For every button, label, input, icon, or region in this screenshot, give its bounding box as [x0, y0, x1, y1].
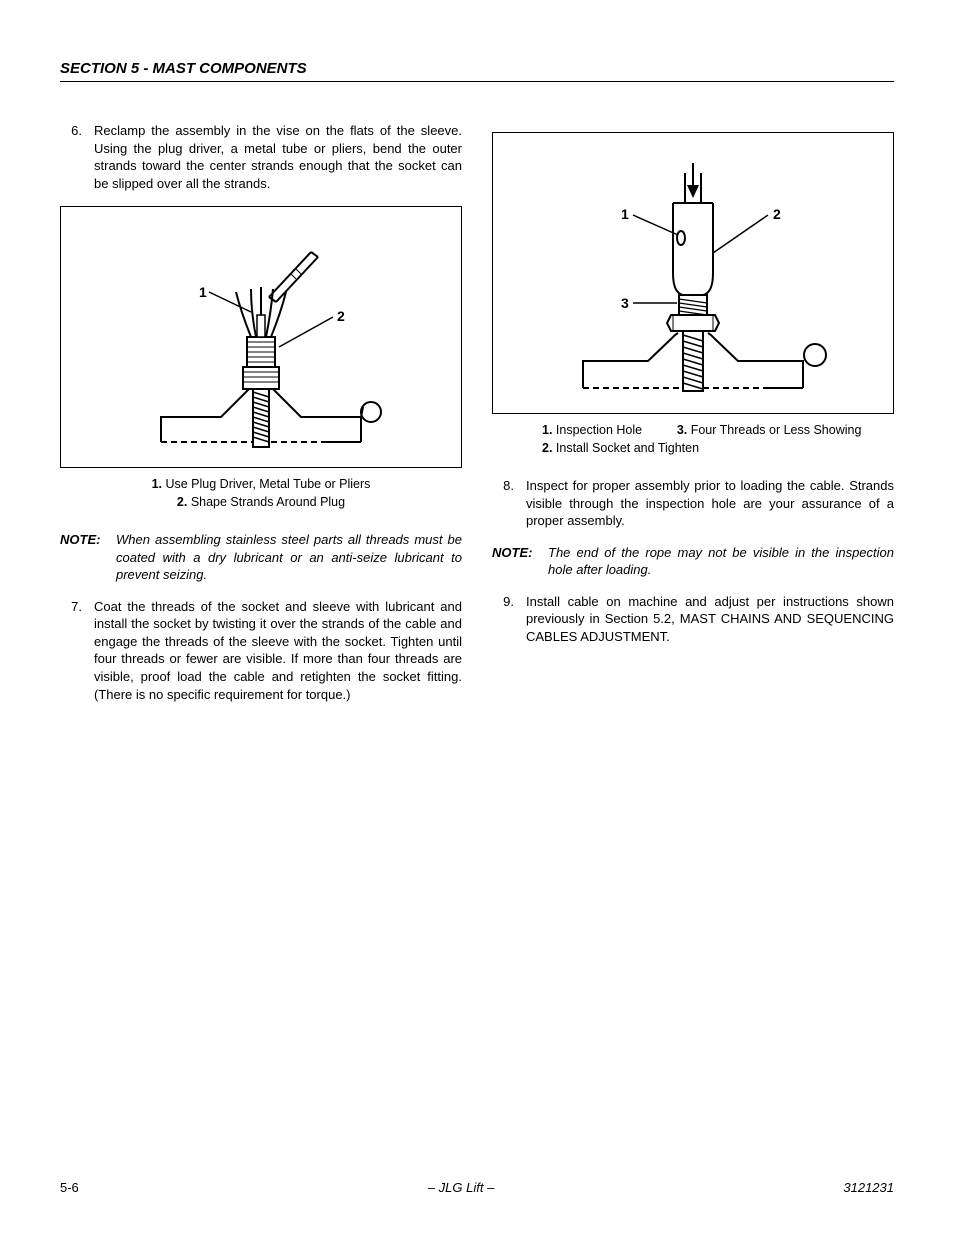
document-number: 3121231 [843, 1180, 894, 1195]
step-number: 7. [60, 598, 94, 703]
section-header: SECTION 5 - MAST COMPONENTS [60, 60, 894, 82]
figure-1-box: 1 2 [60, 206, 462, 468]
step-number: 6. [60, 122, 94, 192]
note-text: When assembling stainless steel parts al… [116, 531, 462, 584]
step-number: 9. [492, 593, 526, 646]
fig1-cap1-num: 1. [152, 477, 162, 491]
step-6: 6. Reclamp the assembly in the vise on t… [60, 122, 462, 192]
figure-2-box: 1 2 3 [492, 132, 894, 414]
page-number: 5-6 [60, 1180, 79, 1195]
figure-1-svg: 1 2 [101, 217, 421, 457]
right-column: 1 2 3 1. Inspection Hole 3. Four Threads… [492, 122, 894, 717]
step-text: Inspect for proper assembly prior to loa… [526, 477, 894, 530]
fig2-label-2: 2 [773, 206, 781, 222]
step-text: Reclamp the assembly in the vise on the … [94, 122, 462, 192]
note-2: NOTE: The end of the rope may not be vis… [492, 544, 894, 579]
step-7: 7. Coat the threads of the socket and sl… [60, 598, 462, 703]
fig1-cap1-text: Use Plug Driver, Metal Tube or Pliers [165, 477, 370, 491]
fig2-l2-t: Install Socket and Tighten [552, 441, 699, 455]
footer-center: – JLG Lift – [428, 1180, 494, 1195]
note-label: NOTE: [60, 531, 116, 584]
fig2-l3-t: Four Threads or Less Showing [687, 423, 861, 437]
fig1-cap2-text: Shape Strands Around Plug [191, 495, 345, 509]
fig2-l1-b: 1. [542, 423, 552, 437]
page-footer: 5-6 – JLG Lift – 3121231 [60, 1180, 894, 1195]
figure-2-svg: 1 2 3 [513, 143, 873, 403]
figure-2-legend: 1. Inspection Hole 3. Four Threads or Le… [492, 422, 894, 457]
fig1-label-2: 2 [337, 308, 345, 324]
step-text: Coat the threads of the socket and sleev… [94, 598, 462, 703]
fig1-cap2-num: 2. [177, 495, 187, 509]
left-column: 6. Reclamp the assembly in the vise on t… [60, 122, 462, 717]
fig1-label-1: 1 [199, 284, 207, 300]
step-text: Install cable on machine and adjust per … [526, 593, 894, 646]
note-label: NOTE: [492, 544, 548, 579]
note-1: NOTE: When assembling stainless steel pa… [60, 531, 462, 584]
fig2-l3-b: 3. [677, 423, 687, 437]
fig2-label-1: 1 [621, 206, 629, 222]
step-8: 8. Inspect for proper assembly prior to … [492, 477, 894, 530]
note-text: The end of the rope may not be visible i… [548, 544, 894, 579]
step-number: 8. [492, 477, 526, 530]
fig2-l2-b: 2. [542, 441, 552, 455]
step-9: 9. Install cable on machine and adjust p… [492, 593, 894, 646]
two-column-content: 6. Reclamp the assembly in the vise on t… [60, 122, 894, 717]
figure-1-caption: 1. Use Plug Driver, Metal Tube or Pliers… [60, 476, 462, 511]
fig2-label-3: 3 [621, 295, 629, 311]
fig2-l1-t: Inspection Hole [552, 423, 642, 437]
